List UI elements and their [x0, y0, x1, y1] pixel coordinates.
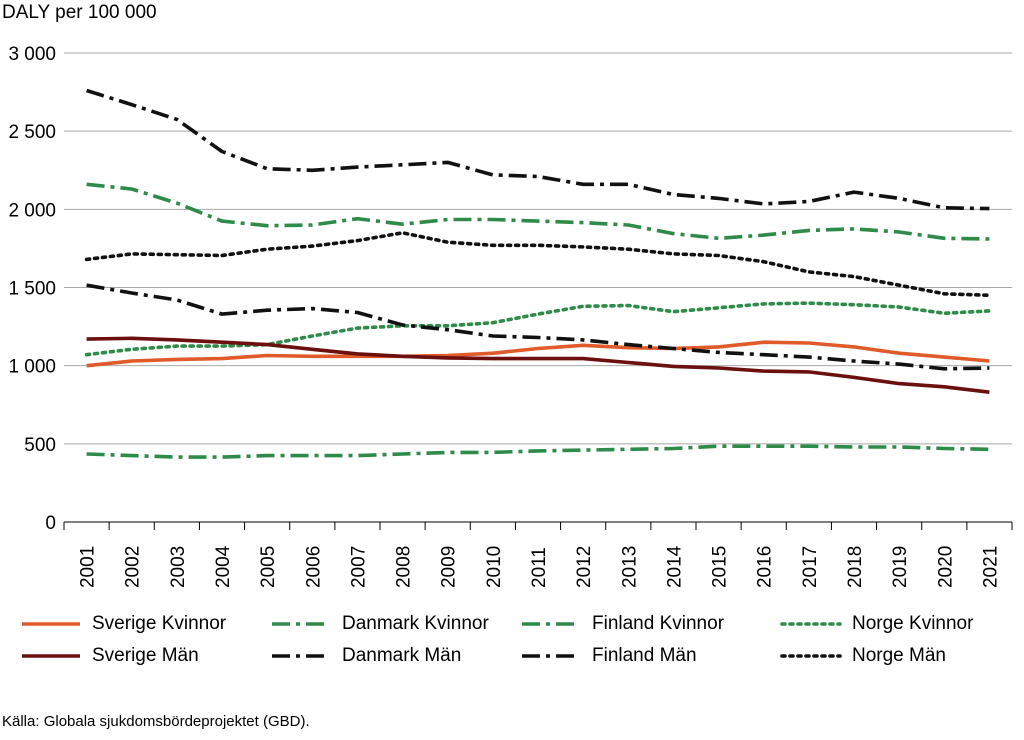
series-line-8: [84, 231, 992, 298]
legend-item: Norge Män: [780, 644, 946, 668]
series-line-6: [86, 88, 990, 211]
x-tick-label: 2010: [484, 546, 505, 588]
legend: Sverige Kvinnor Danmark Kvinnor Finland Kv…: [0, 612, 1024, 672]
x-tick-label: 2020: [935, 546, 956, 588]
x-tick-label: 2016: [755, 546, 776, 588]
x-tick-label: 2007: [348, 546, 369, 588]
x-tick-label: 2015: [710, 546, 731, 588]
series-line-7: [86, 283, 990, 371]
x-tick-label: 2017: [800, 546, 821, 588]
legend-swatch: [522, 654, 580, 658]
y-tick-label: 0: [45, 513, 56, 534]
legend-item: Danmark Män: [270, 644, 461, 668]
legend-swatch: [22, 622, 80, 626]
legend-label: Norge Män: [852, 645, 946, 666]
legend-swatch: [22, 654, 80, 658]
y-tick-label: 500: [24, 435, 56, 456]
series-line-5: [86, 336, 990, 394]
y-tick-label: 3 000: [8, 44, 56, 65]
legend-item: Norge Kvinnor: [780, 612, 973, 636]
legend-label: Finland Kvinnor: [592, 613, 725, 634]
legend-label: Sverige Män: [92, 645, 199, 666]
series-lines: [84, 88, 992, 459]
gridlines: [64, 52, 1012, 523]
x-tick-label: 2013: [619, 546, 640, 588]
legend-label: Sverige Kvinnor: [92, 613, 227, 634]
x-tick-label: 2003: [168, 546, 189, 588]
x-tick-label: 2021: [980, 546, 1001, 588]
y-axis-title: DALY per 100 000: [2, 2, 157, 23]
x-tick-label: 2006: [303, 546, 324, 588]
legend-swatch: [780, 654, 842, 658]
x-tick-label: 2008: [394, 546, 415, 588]
x-tick-label: 2009: [439, 546, 460, 588]
x-tick-label: 2014: [664, 545, 685, 588]
x-tick-label: 2012: [574, 546, 595, 588]
x-tick-label: 2018: [845, 546, 866, 588]
x-tick-label: 2002: [123, 546, 144, 588]
legend-label: Danmark Kvinnor: [342, 613, 489, 634]
legend-label: Danmark Män: [342, 645, 462, 666]
series-line-4: [84, 301, 992, 357]
series-line-3: [86, 444, 990, 459]
x-tick-label: 2011: [529, 547, 550, 588]
legend-swatch: [272, 654, 330, 658]
legend-swatch: [780, 622, 842, 626]
x-tick-label: 2001: [78, 546, 99, 588]
legend-swatch: [522, 622, 580, 626]
series-line-2: [86, 182, 990, 241]
x-tick-label: 2005: [258, 546, 279, 588]
legend-item: Sverige Män: [20, 644, 199, 668]
y-tick-label: 2 000: [8, 200, 56, 221]
source-note: Källa: Globala sjukdomsbördeprojektet (G…: [2, 713, 310, 730]
series-line-1: [86, 340, 990, 368]
legend-label: Finland Män: [592, 645, 697, 666]
y-tick-label: 2 500: [8, 122, 56, 143]
legend-label: Norge Kvinnor: [852, 613, 974, 634]
x-tick-labels: 2001 2002 2003 2004 2005 2006 2007 2008 2009 2010…: [63, 522, 1013, 588]
legend-item: Finland Kvinnor: [520, 612, 724, 636]
y-tick-labels: 0 500 1 000 1 500 2 000 2 500 3 000: [8, 44, 56, 534]
x-tick-label: 2004: [213, 545, 234, 588]
legend-item: Sverige Kvinnor: [20, 612, 226, 636]
x-tick-label: 2019: [890, 546, 911, 588]
y-tick-label: 1 500: [8, 279, 56, 300]
legend-swatch: [272, 622, 330, 626]
legend-item: Danmark Kvinnor: [270, 612, 489, 636]
y-tick-label: 1 000: [8, 357, 56, 378]
legend-item: Finland Män: [520, 644, 697, 668]
